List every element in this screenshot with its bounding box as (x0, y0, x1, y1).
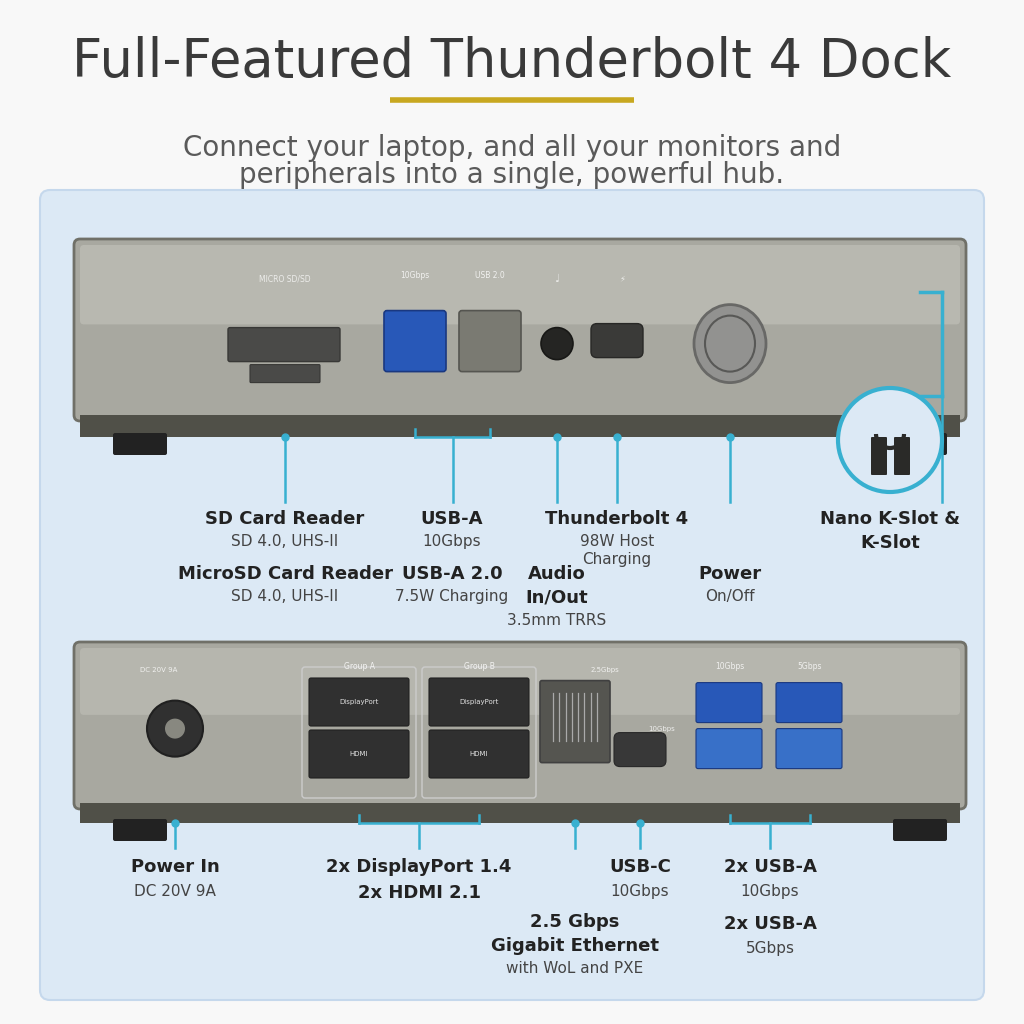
Text: 10Gbps: 10Gbps (716, 663, 744, 671)
Text: Nano K-Slot &: Nano K-Slot & (820, 510, 961, 528)
FancyBboxPatch shape (429, 730, 529, 778)
Ellipse shape (694, 304, 766, 383)
Text: 2.5 Gbps: 2.5 Gbps (530, 913, 620, 931)
Text: Audio: Audio (528, 565, 586, 583)
Text: 10Gbps: 10Gbps (740, 884, 800, 899)
Circle shape (838, 388, 942, 492)
Circle shape (165, 719, 185, 738)
Text: 2x DisplayPort 1.4: 2x DisplayPort 1.4 (327, 858, 512, 876)
Text: Charging: Charging (583, 552, 651, 567)
Text: Gigabit Ethernet: Gigabit Ethernet (490, 937, 659, 955)
Circle shape (147, 700, 203, 757)
Text: USB-A 2.0: USB-A 2.0 (401, 565, 503, 583)
Text: 10Gbps: 10Gbps (400, 271, 430, 281)
Text: DC 20V 9A: DC 20V 9A (134, 884, 216, 899)
Text: with WoL and PXE: with WoL and PXE (507, 961, 644, 976)
Text: SD 4.0, UHS-II: SD 4.0, UHS-II (231, 589, 339, 604)
Text: ♩: ♩ (554, 274, 560, 284)
FancyBboxPatch shape (776, 683, 842, 723)
Text: 2x HDMI 2.1: 2x HDMI 2.1 (357, 884, 480, 902)
Text: In/Out: In/Out (525, 589, 589, 607)
FancyBboxPatch shape (893, 433, 947, 455)
FancyBboxPatch shape (113, 433, 167, 455)
FancyBboxPatch shape (80, 245, 961, 325)
Bar (80, 415, 961, 437)
Text: HDMI: HDMI (470, 751, 488, 757)
Text: 3.5mm TRRS: 3.5mm TRRS (507, 613, 606, 628)
FancyBboxPatch shape (74, 642, 966, 809)
Text: 10Gbps: 10Gbps (610, 884, 670, 899)
FancyBboxPatch shape (459, 310, 521, 372)
FancyBboxPatch shape (309, 730, 409, 778)
FancyBboxPatch shape (384, 310, 446, 372)
Text: 7.5W Charging: 7.5W Charging (395, 589, 509, 604)
FancyBboxPatch shape (113, 819, 167, 841)
FancyBboxPatch shape (893, 819, 947, 841)
Text: Connect your laptop, and all your monitors and: Connect your laptop, and all your monito… (183, 134, 841, 162)
Text: Group B: Group B (464, 663, 495, 671)
Text: DisplayPort: DisplayPort (460, 699, 499, 705)
Bar (80, 803, 961, 823)
FancyBboxPatch shape (40, 190, 984, 1000)
Circle shape (541, 328, 573, 359)
Text: 10Gbps: 10Gbps (423, 534, 481, 549)
Text: On/Off: On/Off (706, 589, 755, 604)
Text: Full-Featured Thunderbolt 4 Dock: Full-Featured Thunderbolt 4 Dock (73, 36, 951, 88)
Text: peripherals into a single, powerful hub.: peripherals into a single, powerful hub. (240, 161, 784, 189)
Text: 10Gbps: 10Gbps (648, 726, 676, 731)
FancyBboxPatch shape (591, 324, 643, 357)
FancyBboxPatch shape (309, 678, 409, 726)
FancyBboxPatch shape (80, 648, 961, 715)
Text: ⚡: ⚡ (620, 274, 625, 284)
FancyBboxPatch shape (250, 365, 319, 383)
Text: K-Slot: K-Slot (860, 534, 920, 552)
Text: USB-C: USB-C (609, 858, 671, 876)
Text: MicroSD Card Reader: MicroSD Card Reader (177, 565, 392, 583)
Text: 2x USB-A: 2x USB-A (724, 858, 816, 876)
FancyBboxPatch shape (429, 678, 529, 726)
FancyBboxPatch shape (540, 681, 610, 763)
Text: 98W Host: 98W Host (580, 534, 654, 549)
Text: Power: Power (698, 565, 762, 583)
Text: DisplayPort: DisplayPort (339, 699, 379, 705)
Text: Thunderbolt 4: Thunderbolt 4 (546, 510, 688, 528)
Text: Power In: Power In (131, 858, 219, 876)
FancyBboxPatch shape (871, 437, 887, 475)
Text: 2.5Gbps: 2.5Gbps (591, 667, 620, 673)
Text: Group A: Group A (343, 663, 375, 671)
Text: MICRO SD/SD: MICRO SD/SD (259, 274, 311, 284)
Text: USB-A: USB-A (421, 510, 483, 528)
Text: 5Gbps: 5Gbps (798, 663, 822, 671)
Text: HDMI: HDMI (350, 751, 369, 757)
FancyBboxPatch shape (696, 729, 762, 769)
FancyBboxPatch shape (74, 239, 966, 421)
FancyBboxPatch shape (228, 328, 340, 361)
FancyBboxPatch shape (696, 683, 762, 723)
FancyBboxPatch shape (614, 732, 666, 767)
Text: 5Gbps: 5Gbps (745, 941, 795, 956)
Text: SD Card Reader: SD Card Reader (206, 510, 365, 528)
Text: SD 4.0, UHS-II: SD 4.0, UHS-II (231, 534, 339, 549)
Text: DC 20V 9A: DC 20V 9A (140, 667, 178, 673)
Text: 2x USB-A: 2x USB-A (724, 915, 816, 933)
FancyBboxPatch shape (894, 437, 910, 475)
FancyBboxPatch shape (776, 729, 842, 769)
Text: USB 2.0: USB 2.0 (475, 271, 505, 281)
